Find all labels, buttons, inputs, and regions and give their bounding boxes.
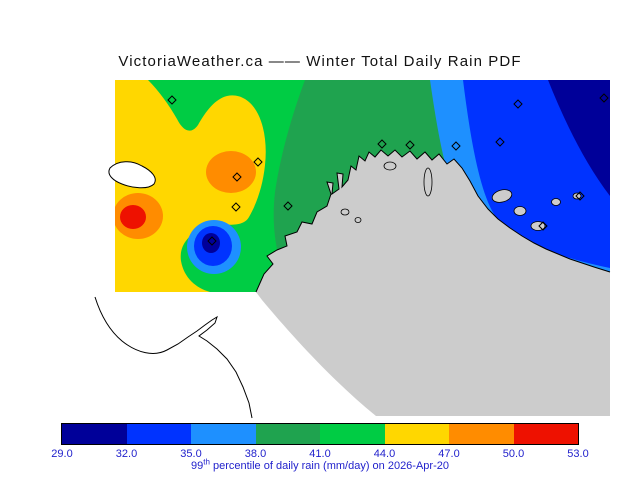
colorbar-tick-label: 47.0 — [438, 448, 460, 460]
caption-percentile: 99 — [191, 460, 204, 472]
colorbar-tick-label: 29.0 — [51, 448, 73, 460]
contour-orange-cell-east — [206, 151, 256, 193]
island — [530, 221, 546, 231]
station-marker — [599, 93, 609, 103]
contour-navy-corner — [548, 80, 610, 196]
island — [551, 198, 561, 206]
colorbar-tick-label: 38.0 — [244, 448, 267, 460]
lake-outline — [108, 161, 156, 189]
contour-red-maximum — [120, 205, 146, 229]
sea-region — [256, 150, 610, 416]
station-marker — [513, 99, 523, 109]
island — [572, 192, 582, 200]
station-marker — [232, 172, 242, 182]
colorbar-tick-label: 35.0 — [180, 448, 202, 460]
station-marker — [231, 202, 241, 212]
page-title: VictoriaWeather.ca —— Winter Total Daily… — [118, 53, 522, 70]
island — [423, 167, 433, 197]
station-marker — [283, 201, 293, 211]
station-marker — [377, 139, 387, 149]
colorbar-segment — [126, 424, 191, 444]
station-marker — [207, 236, 217, 246]
station-marker — [253, 157, 263, 167]
island — [513, 206, 527, 216]
islands — [340, 161, 582, 231]
contour-yellow-region — [115, 80, 266, 292]
station-marker — [405, 140, 415, 150]
colorbar-segment — [449, 424, 514, 444]
caption: 99th percentile of daily rain (mm/day) o… — [0, 457, 640, 472]
colorbar-tick-label: 53.0 — [567, 448, 589, 460]
island — [340, 208, 350, 216]
colorbar-tick-label: 50.0 — [502, 448, 525, 460]
colorbar-tick-label: 44.0 — [373, 448, 396, 460]
colorbar-tick-label: 32.0 — [115, 448, 138, 460]
colorbar — [61, 423, 579, 445]
island — [383, 161, 397, 171]
island — [491, 189, 513, 203]
station-marker — [495, 137, 505, 147]
colorbar-segment — [384, 424, 449, 444]
station-marker — [538, 221, 548, 231]
colorbar-segment — [191, 424, 256, 444]
station-marker — [575, 191, 585, 201]
contour-navy-minimum — [202, 233, 220, 253]
colorbar-segment — [513, 424, 578, 444]
station-marker — [451, 141, 461, 151]
station-markers — [167, 93, 609, 246]
island — [354, 217, 362, 223]
colorbar-segment — [320, 424, 385, 444]
vancouver-island-coastline — [255, 149, 611, 293]
colorbar-tick-label: 41.0 — [309, 448, 331, 460]
station-marker — [167, 95, 177, 105]
olympic-peninsula-coastline — [94, 296, 253, 419]
colorbar-segment — [62, 424, 127, 444]
colorbar-segment — [255, 424, 320, 444]
caption-superscript: th — [203, 457, 210, 467]
caption-text: percentile of daily rain (mm/day) on 202… — [209, 460, 449, 472]
